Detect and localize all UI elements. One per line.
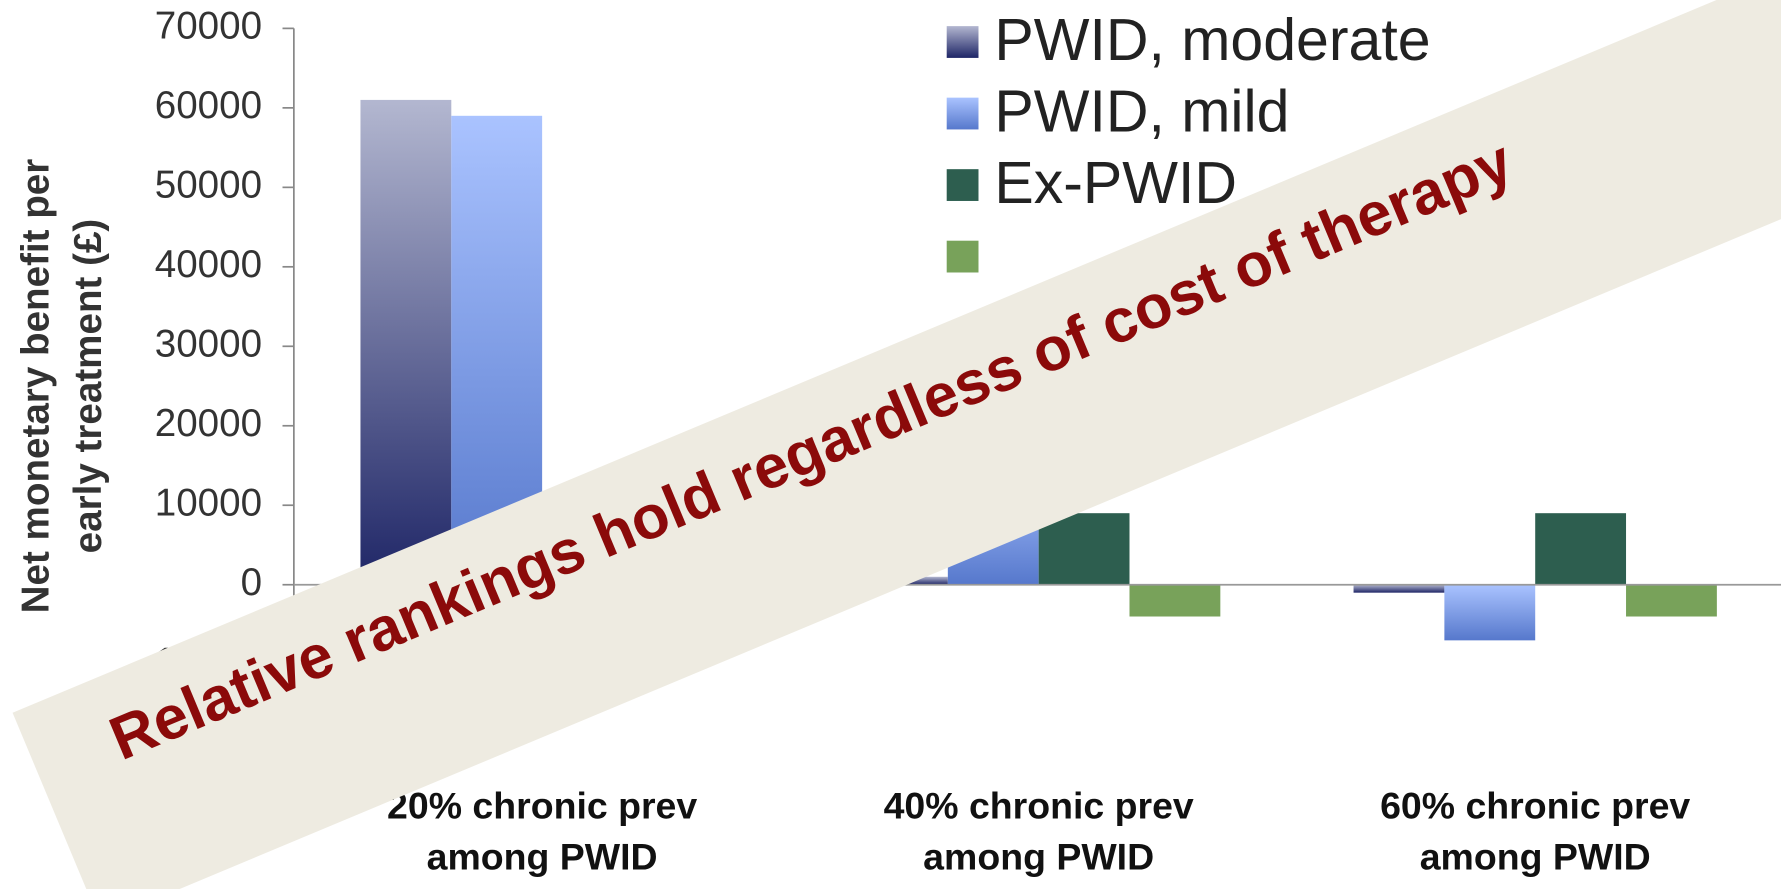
y-tick-label: 20000 [155, 402, 262, 445]
y-tick-label: 50000 [155, 164, 262, 207]
legend-label: PWID, moderate [994, 7, 1430, 73]
y-axis-label: Net monetary benefit per [15, 159, 58, 614]
bar [360, 99, 452, 585]
bar [1626, 584, 1717, 617]
x-tick-label: among PWID [923, 835, 1154, 877]
x-tick-label: 60% chronic prev [1380, 784, 1690, 826]
x-tick-label: among PWID [1420, 835, 1651, 877]
bar [1535, 513, 1627, 585]
legend-label: Ex-PWID [994, 150, 1237, 216]
legend-swatch [946, 169, 979, 201]
legend-label: PWID, mild [994, 78, 1289, 144]
y-tick-label: 70000 [155, 5, 262, 48]
bar [1444, 584, 1536, 641]
x-tick-label: 40% chronic prev [884, 784, 1194, 826]
y-axis-label: early treatment (£) [67, 219, 110, 554]
y-tick-label: 0 [241, 561, 262, 604]
x-tick-label: 20% chronic prev [387, 784, 697, 826]
plot-area: -20000-100000100002000030000400005000060… [15, 5, 1781, 877]
x-tick-label: among PWID [427, 835, 658, 877]
bar [1129, 584, 1221, 617]
legend-swatch [946, 240, 979, 273]
y-tick-label: 40000 [155, 243, 262, 286]
legend-swatch [946, 97, 979, 130]
bar [1038, 513, 1130, 585]
banner-text: Relative rankings hold regardless of cos… [100, 126, 1522, 773]
y-tick-label: 60000 [155, 84, 262, 127]
y-tick-label: 10000 [155, 481, 262, 524]
banner-background [12, 0, 1781, 889]
banner: Relative rankings hold regardless of cos… [12, 0, 1781, 889]
bar [1353, 584, 1445, 593]
legend-swatch [946, 26, 979, 58]
y-tick-label: 30000 [155, 322, 262, 365]
